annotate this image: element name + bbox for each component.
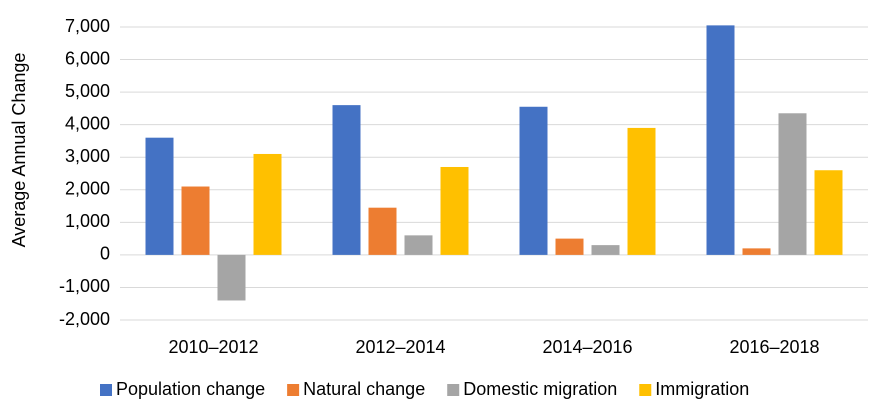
bar [404,235,433,255]
x-tick-label: 2014–2016 [542,337,632,357]
bar [181,186,210,255]
bar [440,166,469,255]
legend-swatch [287,384,300,396]
bar [519,106,548,255]
legend-label: Population change [116,379,265,399]
bar [591,245,620,255]
bar [742,248,771,255]
bar [332,105,361,255]
y-tick-label: 3,000 [65,146,110,166]
bar [368,207,397,255]
y-tick-label: 4,000 [65,113,110,133]
x-tick-label: 2010–2012 [168,337,258,357]
y-tick-label: -1,000 [59,276,110,296]
y-axis-label: Average Annual Change [9,53,29,248]
bar [253,153,282,255]
x-tick-label: 2012–2014 [355,337,445,357]
y-tick-label: 7,000 [65,16,110,36]
bar [706,25,735,255]
bar [778,113,807,255]
y-tick-label: 5,000 [65,81,110,101]
y-tick-label: 2,000 [65,179,110,199]
bar [217,254,246,301]
legend-label: Immigration [655,379,749,399]
legend-swatch [100,384,112,396]
y-tick-label: 0 [100,244,110,264]
x-tick-label: 2016–2018 [729,337,819,357]
y-tick-label: -2,000 [59,309,110,329]
legend-swatch [639,384,652,396]
bar [555,238,584,255]
bar [145,137,174,255]
legend-swatch [447,384,460,396]
legend-label: Natural change [303,379,425,399]
bar [814,170,843,255]
legend-label: Domestic migration [463,379,617,399]
y-tick-label: 1,000 [65,211,110,231]
y-tick-label: 6,000 [65,48,110,68]
bar [627,127,656,255]
